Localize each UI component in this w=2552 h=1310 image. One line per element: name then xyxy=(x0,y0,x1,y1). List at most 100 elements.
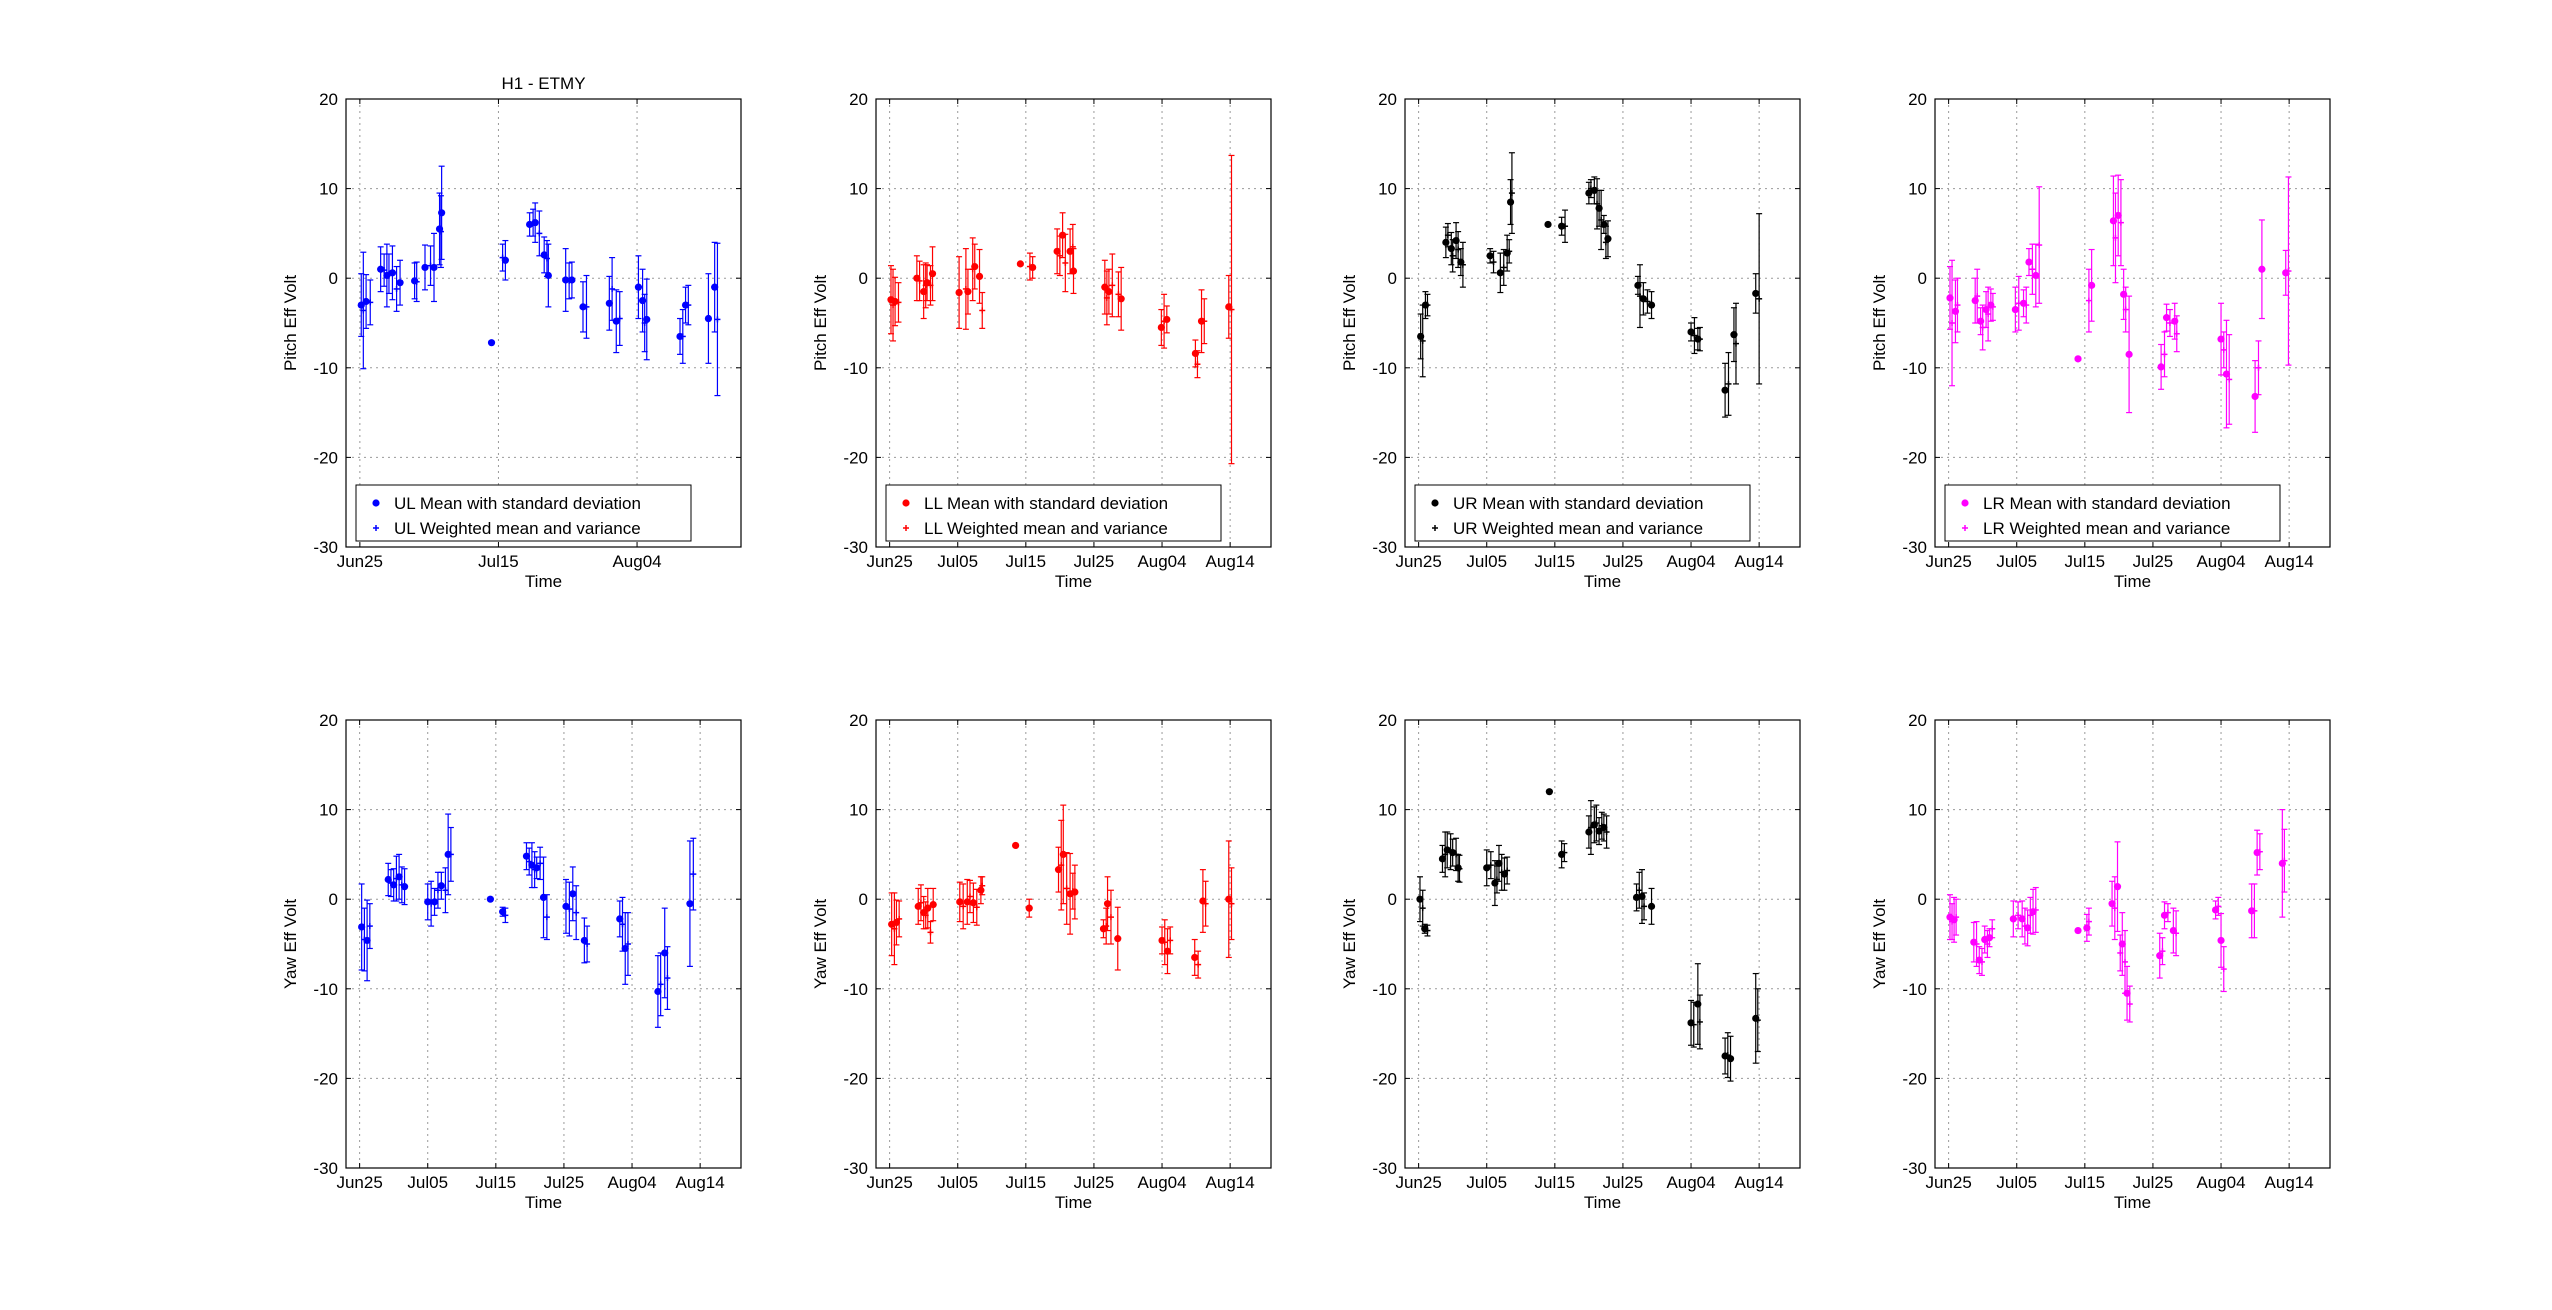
x-axis-label: Time xyxy=(1584,572,1621,591)
data-point xyxy=(1225,895,1233,903)
x-tick-label: Aug04 xyxy=(612,552,661,571)
x-tick-label: Jul25 xyxy=(2133,1173,2174,1192)
y-tick-label: -10 xyxy=(313,359,338,378)
data-point xyxy=(612,317,620,325)
data-point xyxy=(377,265,385,273)
y-tick-label: -30 xyxy=(1372,1159,1397,1178)
x-tick-label: Jul05 xyxy=(1466,552,1507,571)
data-point xyxy=(1726,1055,1735,1063)
series-weighted xyxy=(361,826,697,1017)
data-point xyxy=(1496,269,1504,277)
y-tick-label: -30 xyxy=(1902,538,1927,557)
legend-entry: UR Weighted mean and variance xyxy=(1453,519,1703,538)
x-tick-label: Aug14 xyxy=(1735,552,1784,571)
y-tick-label: -10 xyxy=(1372,359,1397,378)
x-axis-label: Time xyxy=(2114,572,2151,591)
data-point xyxy=(1544,220,1552,229)
x-tick-label: Jun25 xyxy=(337,552,383,571)
data-point xyxy=(975,272,984,281)
y-tick-label: 0 xyxy=(1918,890,1927,909)
x-tick-label: Aug14 xyxy=(2265,552,2314,571)
axes-frame xyxy=(345,719,742,1169)
data-point xyxy=(1157,323,1165,332)
x-tick-label: Jul05 xyxy=(937,1173,978,1192)
data-point xyxy=(2088,281,2096,289)
data-point xyxy=(955,288,963,297)
data-point xyxy=(1545,788,1553,796)
data-point xyxy=(569,890,577,898)
data-point xyxy=(1069,267,1078,275)
x-tick-label: Aug04 xyxy=(2196,1173,2245,1192)
y-tick-label: -30 xyxy=(313,538,338,557)
data-point xyxy=(499,908,507,916)
data-point xyxy=(384,875,392,884)
y-tick-label: 0 xyxy=(859,890,868,909)
data-point xyxy=(540,251,548,259)
data-point xyxy=(1721,1052,1729,1060)
chart-panel-1: -30 -20 -10 0 10 20 Jun25 Jul15 Aug04 Time Pitch E… xyxy=(281,74,742,591)
series-weighted xyxy=(1419,152,1763,416)
data-point xyxy=(1103,900,1112,908)
data-point xyxy=(396,279,404,287)
data-point xyxy=(539,893,548,902)
data-point xyxy=(1016,260,1024,268)
data-point xyxy=(1647,301,1656,309)
data-point xyxy=(686,900,694,908)
y-tick-label: -30 xyxy=(313,1159,338,1178)
legend: UR Mean with standard deviation UR Weight… xyxy=(1414,484,1751,542)
y-tick-label: 20 xyxy=(319,90,338,109)
series-weighted xyxy=(890,154,1235,465)
data-point xyxy=(2156,952,2164,960)
axes-frame xyxy=(345,98,742,548)
chart-panel-7: -30 -20 -10 0 10 20 Jun25 Jul05 Jul15 Jul25 Aug04 A… xyxy=(1340,711,1801,1212)
y-tick-label: -20 xyxy=(1902,1069,1927,1088)
data-point xyxy=(522,852,531,860)
x-tick-label: Aug04 xyxy=(1666,1173,1715,1192)
series-mean xyxy=(1416,788,1760,1082)
data-point xyxy=(438,209,446,217)
x-tick-label: Jul25 xyxy=(544,1173,585,1192)
legend-box xyxy=(1414,484,1751,542)
data-point xyxy=(1647,902,1656,910)
x-tick-label: Aug14 xyxy=(1206,1173,1255,1192)
y-tick-label: 20 xyxy=(1378,90,1397,109)
axes-frame xyxy=(875,98,1272,548)
y-tick-label: 10 xyxy=(1908,180,1927,199)
data-point xyxy=(963,898,971,906)
y-tick-label: 0 xyxy=(329,890,338,909)
legend: LL Mean with standard deviation LL Weight… xyxy=(885,484,1222,542)
data-point xyxy=(605,299,613,307)
data-point xyxy=(1687,328,1695,336)
x-tick-label: Jul25 xyxy=(1603,552,1644,571)
x-tick-label: Jul05 xyxy=(1996,1173,2037,1192)
x-tick-label: Jul15 xyxy=(478,552,519,571)
y-tick-label: -10 xyxy=(1902,980,1927,999)
legend-marker xyxy=(1431,499,1439,507)
chart-panel-8: -30 -20 -10 0 10 20 Jun25 Jul05 Jul15 Jul25 Aug04 A… xyxy=(1870,711,2331,1212)
y-tick-label: -20 xyxy=(843,1069,868,1088)
x-tick-label: Jul25 xyxy=(2133,552,2174,571)
data-point xyxy=(969,899,977,907)
data-point xyxy=(2113,883,2122,891)
data-point xyxy=(1117,295,1125,303)
chart-panel-5: -30 -20 -10 0 10 20 Jun25 Jul05 Jul15 Jul25 Aug04 A… xyxy=(281,711,742,1212)
series-weighted xyxy=(1949,828,2288,1023)
y-tick-label: -30 xyxy=(843,538,868,557)
y-tick-label: 10 xyxy=(1378,801,1397,820)
data-point xyxy=(358,923,366,931)
chart-panel-2: -30 -20 -10 0 10 20 Jun25 Jul05 Jul15 Jul25 Aug04 A… xyxy=(811,90,1272,591)
x-tick-label: Jul05 xyxy=(1996,552,2037,571)
data-point xyxy=(2217,936,2225,945)
x-axis-label: Time xyxy=(525,572,562,591)
legend-marker xyxy=(372,499,380,507)
y-tick-label: 0 xyxy=(1388,890,1397,909)
data-point xyxy=(579,303,587,311)
y-tick-label: 10 xyxy=(1908,801,1927,820)
chart-panel-6: -30 -20 -10 0 10 20 Jun25 Jul05 Jul15 Jul25 Aug04 A… xyxy=(811,711,1272,1212)
x-tick-label: Aug04 xyxy=(607,1173,656,1192)
data-point xyxy=(1495,859,1503,867)
x-axis-label: Time xyxy=(1584,1193,1621,1212)
y-tick-label: 0 xyxy=(329,269,338,288)
y-tick-label: -20 xyxy=(1902,448,1927,467)
